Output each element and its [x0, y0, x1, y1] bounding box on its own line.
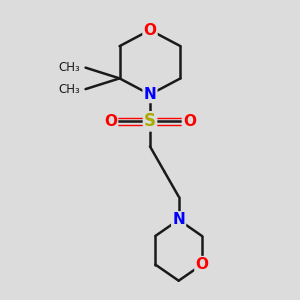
Text: O: O: [104, 114, 117, 129]
Text: CH₃: CH₃: [58, 82, 80, 96]
Text: S: S: [144, 112, 156, 130]
Text: CH₃: CH₃: [58, 61, 80, 74]
Text: O: O: [183, 114, 196, 129]
Text: O: O: [195, 257, 208, 272]
Text: N: N: [144, 87, 156, 102]
Text: O: O: [143, 22, 157, 38]
Text: N: N: [172, 212, 185, 227]
